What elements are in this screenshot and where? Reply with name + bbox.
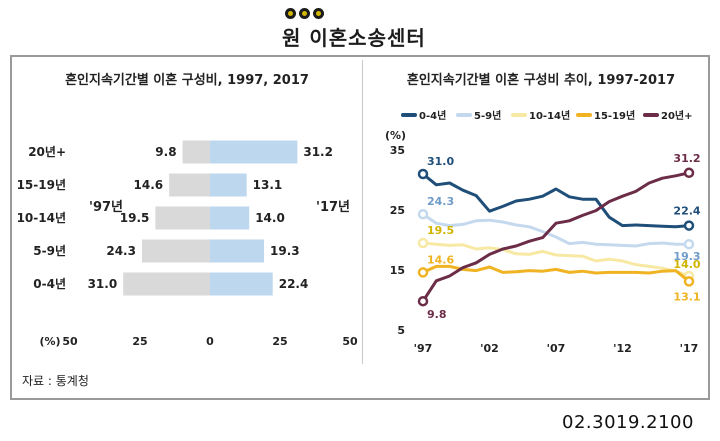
value-label-2017: 19.3: [270, 244, 300, 258]
bar-1997: [155, 206, 210, 230]
value-label-1997: 19.5: [120, 211, 150, 225]
series-end-value: 22.4: [673, 205, 700, 218]
bar-2017: [210, 173, 247, 197]
category-label: 0-4년: [33, 277, 66, 291]
bar-2017: [210, 239, 265, 263]
series-line: [421, 212, 691, 248]
y-tick-label: 15: [390, 264, 405, 277]
x-tick-label: 50: [62, 335, 78, 348]
series-end-marker: [683, 220, 695, 231]
x-tick-label: '97: [414, 342, 433, 355]
source-note: 자료 : 통계청: [22, 374, 89, 388]
series-end-marker: [683, 167, 695, 179]
phone-number: 02.3019.2100: [562, 412, 694, 433]
right-line-chart: 혼인지속기간별 이혼 구성비 추이, 1997-2017 0-4년 5-9년 10-1…: [385, 72, 701, 355]
series-start-value: 24.3: [427, 195, 454, 208]
x-tick-label: '12: [613, 342, 632, 355]
series-start-value: 9.8: [427, 308, 447, 321]
bar-1997: [182, 140, 210, 164]
series-label-2017: '17년: [316, 200, 350, 215]
series-end-value: 31.2: [673, 152, 700, 165]
x-tick-label: '02: [480, 342, 499, 355]
y-tick-label: 5: [397, 324, 405, 337]
legend-label: 20년+: [661, 109, 693, 122]
series-end-value: 14.0: [673, 258, 700, 271]
series-start-marker: [417, 237, 429, 249]
chart-title: 혼인지속기간별 이혼 구성비, 1997, 2017: [65, 72, 309, 88]
legend-label: 15-19년: [594, 109, 635, 122]
left-bar-chart: 혼인지속기간별 이혼 구성비, 1997, 2017 20년+ 9.8 31.2 15-…: [17, 72, 358, 348]
logo-dot: [299, 8, 310, 19]
x-tick-label: 25: [272, 335, 287, 348]
series-line: [421, 241, 691, 278]
bar-1997: [169, 173, 210, 197]
x-tick-label: '07: [547, 342, 566, 355]
series-label-1997: '97년: [89, 200, 123, 215]
category-label: 5-9년: [33, 244, 66, 258]
series-start-value: 31.0: [427, 155, 454, 168]
x-axis-unit: (%): [39, 335, 60, 348]
series-start-marker: [417, 267, 429, 278]
series-start-marker: [417, 168, 429, 180]
value-label-2017: 14.0: [255, 211, 285, 225]
bar-2017: [210, 272, 273, 296]
series-start-marker: [417, 208, 429, 220]
series-end-value: 13.1: [673, 290, 700, 303]
value-label-1997: 14.6: [134, 178, 164, 192]
brand-name: 원 이혼소송센터: [282, 26, 426, 50]
value-label-1997: 24.3: [106, 244, 136, 258]
bar-2017: [210, 140, 298, 164]
chart-frame: [10, 55, 710, 400]
legend-label: 5-9년: [474, 109, 501, 122]
chart-title: 혼인지속기간별 이혼 구성비 추이, 1997-2017: [407, 72, 675, 88]
series-line: [421, 172, 691, 229]
bar-2017: [210, 206, 250, 230]
header: 원 이혼소송센터: [0, 0, 720, 52]
bar-1997: [123, 272, 210, 296]
value-label-1997: 9.8: [155, 145, 176, 159]
bar-1997: [141, 239, 210, 263]
series-start-value: 14.6: [427, 253, 454, 266]
x-tick-label: 25: [132, 335, 147, 348]
series-end-marker: [683, 276, 695, 287]
chart-divider: [362, 60, 363, 364]
logo-dot: [313, 8, 324, 19]
series-start-marker: [417, 295, 429, 307]
series-line: [421, 171, 691, 303]
y-tick-label: 35: [390, 144, 405, 157]
value-label-1997: 31.0: [88, 277, 118, 291]
legend-label: 10-14년: [529, 109, 570, 122]
series-line: [421, 264, 691, 283]
y-tick-label: 25: [390, 204, 405, 217]
value-label-2017: 13.1: [253, 178, 283, 192]
brand-logo-dots: [285, 8, 324, 19]
series-end-value: 19.3: [673, 250, 700, 263]
x-tick-label: 0: [206, 335, 214, 348]
value-label-2017: 22.4: [279, 277, 309, 291]
category-label: 10-14년: [17, 211, 66, 225]
series-start-value: 19.5: [427, 224, 454, 237]
value-label-2017: 31.2: [303, 145, 333, 159]
x-tick-label: 50: [342, 335, 358, 348]
category-label: 15-19년: [17, 178, 66, 192]
y-axis-unit: (%): [385, 129, 406, 142]
legend-label: 0-4년: [419, 109, 446, 122]
category-label: 20년+: [28, 145, 66, 159]
series-end-marker: [683, 238, 695, 250]
x-tick-label: '17: [680, 342, 699, 355]
logo-dot: [285, 8, 296, 19]
